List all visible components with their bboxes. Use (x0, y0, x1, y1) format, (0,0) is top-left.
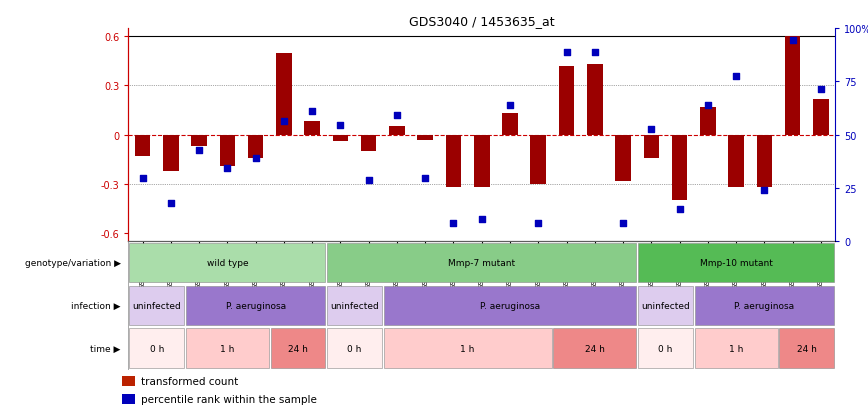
Text: uninfected: uninfected (641, 301, 690, 310)
Bar (694, 329, 778, 368)
Point (616, 220, 630, 227)
Bar (530, 135, 546, 184)
Bar (587, 65, 602, 135)
Text: 24 h: 24 h (288, 344, 308, 353)
Text: P. aeruginosa: P. aeruginosa (226, 301, 286, 310)
Bar (332, 135, 348, 142)
Text: uninfected: uninfected (330, 301, 379, 310)
Bar (503, 114, 518, 135)
Point (192, 148, 206, 154)
Point (333, 122, 347, 129)
Bar (553, 329, 636, 368)
Bar (327, 286, 382, 325)
Bar (361, 135, 377, 152)
Text: P. aeruginosa: P. aeruginosa (480, 301, 540, 310)
Bar (694, 286, 834, 325)
Bar (129, 286, 184, 325)
Point (531, 220, 545, 227)
Point (560, 50, 574, 56)
Point (220, 165, 234, 172)
Point (249, 156, 263, 162)
Point (135, 175, 149, 182)
Point (446, 220, 460, 227)
Point (277, 118, 291, 125)
Point (475, 216, 489, 223)
Bar (638, 243, 834, 282)
Bar (327, 329, 382, 368)
Text: 24 h: 24 h (797, 344, 817, 353)
Bar (700, 107, 715, 135)
Bar (672, 135, 687, 201)
Bar (122, 376, 135, 386)
Bar (559, 66, 575, 135)
Bar (327, 243, 636, 282)
Text: 1 h: 1 h (729, 344, 743, 353)
Point (390, 112, 404, 119)
Text: 0 h: 0 h (347, 344, 362, 353)
Text: time ▶: time ▶ (90, 344, 121, 353)
Text: percentile rank within the sample: percentile rank within the sample (141, 394, 318, 404)
Point (503, 102, 517, 109)
Bar (129, 329, 184, 368)
Bar (384, 286, 636, 325)
Point (673, 206, 687, 213)
Point (362, 177, 376, 184)
Text: uninfected: uninfected (132, 301, 181, 310)
Text: transformed count: transformed count (141, 376, 239, 386)
Point (758, 187, 772, 194)
Bar (248, 135, 263, 158)
Text: wild type: wild type (207, 259, 248, 268)
Bar (728, 135, 744, 188)
Point (700, 102, 714, 109)
Text: genotype/variation ▶: genotype/variation ▶ (25, 259, 121, 268)
Bar (779, 329, 834, 368)
Bar (305, 122, 320, 135)
Text: P. aeruginosa: P. aeruginosa (734, 301, 794, 310)
Point (729, 73, 743, 80)
Bar (445, 135, 461, 188)
Bar (122, 394, 135, 404)
Text: 1 h: 1 h (460, 344, 475, 353)
Bar (186, 329, 269, 368)
Bar (135, 135, 150, 157)
Bar (389, 127, 404, 135)
Bar (384, 329, 551, 368)
Bar (813, 99, 829, 135)
Text: 0 h: 0 h (149, 344, 164, 353)
Point (418, 175, 432, 182)
Text: infection ▶: infection ▶ (71, 301, 121, 310)
Point (306, 108, 319, 115)
Bar (418, 135, 433, 140)
Point (588, 50, 602, 56)
Point (786, 38, 799, 44)
Text: Mmp-10 mutant: Mmp-10 mutant (700, 259, 773, 268)
Bar (129, 243, 326, 282)
Text: 1 h: 1 h (220, 344, 234, 353)
Bar (638, 286, 693, 325)
Bar (615, 135, 631, 181)
Bar (785, 37, 800, 135)
Bar (474, 135, 490, 188)
Bar (757, 135, 773, 188)
Text: Mmp-7 mutant: Mmp-7 mutant (448, 259, 516, 268)
Bar (276, 53, 292, 135)
Bar (220, 135, 235, 166)
Bar (643, 135, 659, 158)
Point (164, 201, 178, 207)
Bar (163, 135, 179, 171)
Title: GDS3040 / 1453635_at: GDS3040 / 1453635_at (409, 15, 555, 28)
Bar (186, 286, 326, 325)
Point (814, 87, 828, 93)
Point (644, 126, 658, 133)
Text: 24 h: 24 h (585, 344, 605, 353)
Bar (638, 329, 693, 368)
Bar (191, 135, 207, 147)
Bar (271, 329, 326, 368)
Text: 0 h: 0 h (658, 344, 673, 353)
